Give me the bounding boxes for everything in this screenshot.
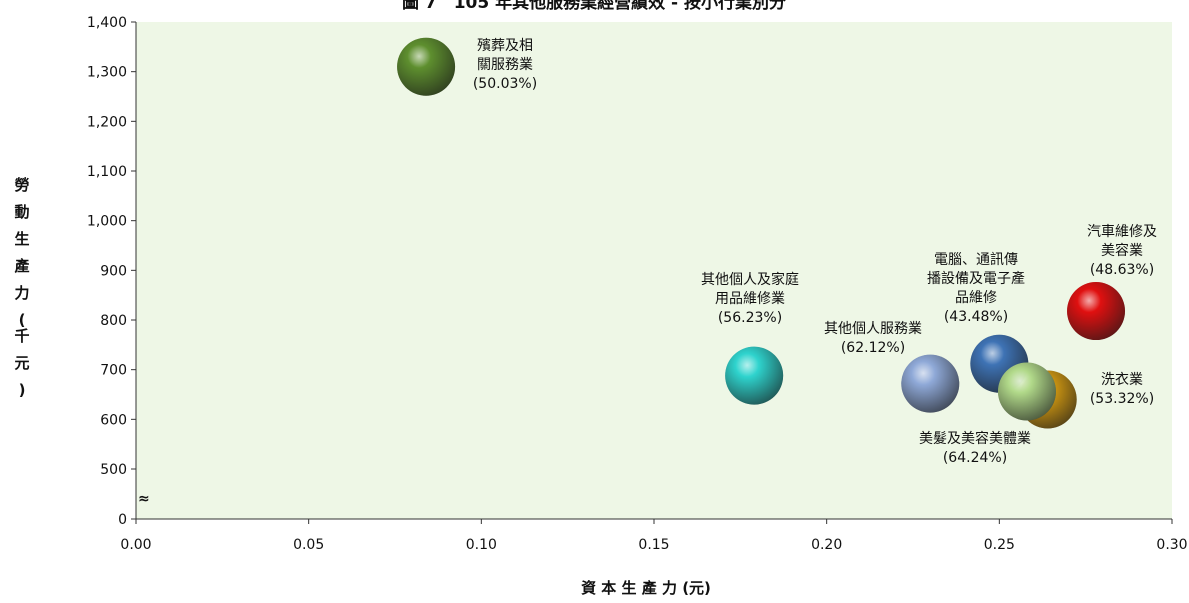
bubble: [725, 346, 784, 405]
axis-break-symbol: ≈: [138, 491, 150, 507]
bubble: [901, 354, 960, 413]
y-axis-title-char: 產: [13, 257, 29, 275]
bubble-label-pct: (50.03%): [473, 76, 537, 92]
y-axis-title-char: 力: [14, 284, 29, 302]
bubble-tint: [901, 354, 960, 413]
y-tick-label: 800: [100, 313, 127, 329]
y-tick-label: 0: [118, 512, 127, 528]
bubble-label-name: 用品維修業: [715, 291, 785, 307]
y-tick-label: 1,200: [87, 114, 127, 130]
y-tick-labels: 0 500 600 700 800 900 1,000 1,100 1,200 1,300 1,40…: [87, 15, 136, 528]
x-tick-label: 0.25: [984, 537, 1015, 553]
chart-title: 圖 7 105 年其他服務業經營績效 - 按小行業別分: [402, 0, 786, 13]
x-tick-label: 0.00: [120, 537, 151, 553]
y-axis-title-char: (: [19, 311, 26, 329]
bubble-tint: [397, 37, 456, 96]
bubble-label-name: 其他個人及家庭: [701, 271, 799, 288]
bubble-label-name: 品維修: [955, 290, 997, 306]
bubble-label-name: 美容業: [1101, 242, 1143, 259]
x-tick-labels: 0.00 0.05 0.10 0.15 0.20 0.25 0.30: [120, 519, 1188, 553]
y-tick-label: 1,400: [87, 15, 127, 31]
bubble: [997, 362, 1056, 421]
bubble-label-pct: (43.48%): [944, 309, 1008, 325]
bubble-label-name: 關服務業: [477, 57, 533, 73]
bubble-tint: [997, 362, 1056, 421]
bubble-label-name: 電腦、通訊傳: [934, 252, 1018, 268]
bubble-label-name: 殯葬及相: [477, 38, 533, 54]
x-tick-label: 0.20: [811, 537, 842, 553]
y-axis-title-char: 元: [14, 354, 29, 372]
y-axis-title-char: 勞: [14, 176, 29, 194]
bubble-label-name: 洗衣業: [1101, 372, 1143, 388]
bubble-tint: [725, 346, 784, 405]
y-tick-label: 1,000: [87, 214, 127, 230]
bubble-label-name: 汽車維修及: [1087, 223, 1157, 240]
y-tick-label: 500: [100, 462, 127, 478]
y-axis-title-char: ): [19, 381, 26, 399]
x-tick-label: 0.05: [293, 537, 324, 553]
y-axis-title-char: 千: [14, 327, 29, 345]
y-axis-title-char: 生: [14, 230, 29, 248]
bubble: [397, 37, 456, 96]
y-tick-label: 1,100: [87, 164, 127, 180]
bubble: [1067, 282, 1126, 341]
bubble-label-name: 播設備及電子產: [927, 270, 1025, 287]
x-tick-label: 0.30: [1156, 537, 1187, 553]
bubble-label-name: 美髮及美容美體業: [919, 430, 1031, 447]
y-tick-label: 600: [100, 412, 127, 428]
bubble-label-pct: (48.63%): [1090, 262, 1154, 278]
y-tick-label: 900: [100, 263, 127, 279]
x-tick-label: 0.15: [638, 537, 669, 553]
plot-area: [136, 22, 1172, 519]
bubble-label-pct: (64.24%): [943, 450, 1007, 466]
y-tick-label: 1,300: [87, 65, 127, 81]
y-axis-title-char: 動: [14, 203, 29, 221]
bubble-tint: [1067, 282, 1126, 341]
bubble-label-name: 其他個人服務業: [824, 321, 922, 337]
bubbles: [397, 37, 1126, 429]
bubble-label-pct: (53.32%): [1090, 391, 1154, 407]
x-axis-title: 資 本 生 產 力 (元): [581, 579, 711, 597]
bubble-label-pct: (56.23%): [718, 310, 782, 326]
x-tick-label: 0.10: [466, 537, 497, 553]
bubble-label-pct: (62.12%): [841, 340, 905, 356]
y-tick-label: 700: [100, 363, 127, 379]
